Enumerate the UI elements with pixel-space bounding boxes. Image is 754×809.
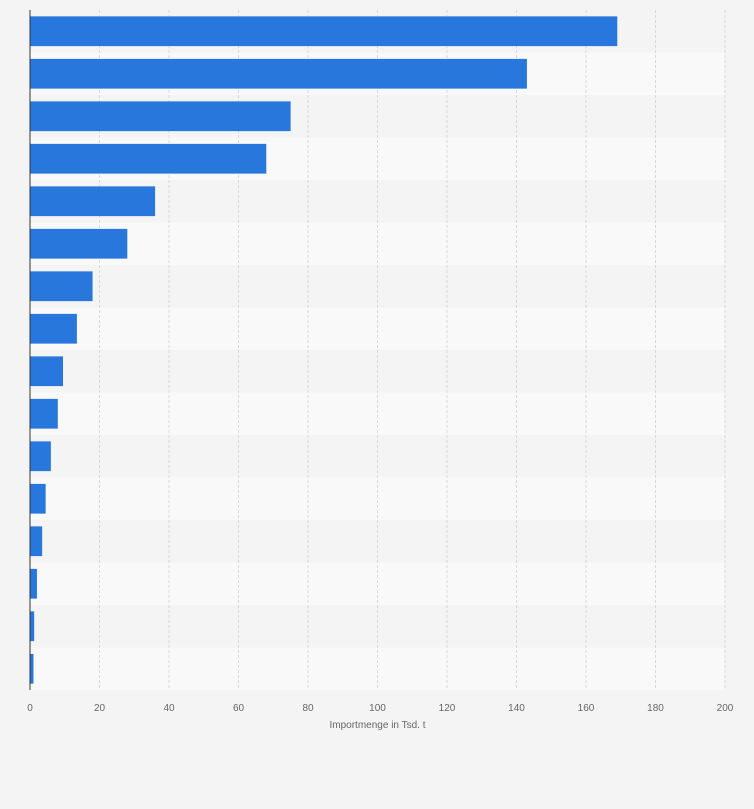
x-tick-label: 140 xyxy=(508,703,525,714)
bar[interactable] xyxy=(30,101,291,132)
bar[interactable] xyxy=(30,653,34,684)
bars xyxy=(30,16,618,684)
bar[interactable] xyxy=(30,143,267,174)
bar[interactable] xyxy=(30,356,64,387)
row-band xyxy=(30,307,725,350)
x-tick-label: 80 xyxy=(302,703,314,714)
x-tick-label: 160 xyxy=(578,703,595,714)
bar[interactable] xyxy=(30,526,43,557)
x-tick-label: 40 xyxy=(163,703,175,714)
bar[interactable] xyxy=(30,611,35,642)
row-band xyxy=(30,222,725,265)
bar[interactable] xyxy=(30,16,618,47)
row-band xyxy=(30,562,725,605)
bar[interactable] xyxy=(30,228,128,259)
bar[interactable] xyxy=(30,313,77,344)
x-tick-label: 200 xyxy=(717,703,734,714)
bar[interactable] xyxy=(30,58,527,89)
bar[interactable] xyxy=(30,398,58,429)
bar[interactable] xyxy=(30,186,156,217)
row-band xyxy=(30,392,725,435)
bar[interactable] xyxy=(30,441,51,472)
bar[interactable] xyxy=(30,568,37,599)
x-axis-ticks: 0 20 40 60 80 100 120 140 160 180 200 xyxy=(27,703,734,714)
row-band xyxy=(30,647,725,690)
row-band xyxy=(30,477,725,520)
bar[interactable] xyxy=(30,271,93,302)
x-tick-label: 120 xyxy=(439,703,456,714)
bar[interactable] xyxy=(30,483,46,514)
x-tick-label: 180 xyxy=(647,703,664,714)
x-axis-title: Importmenge in Tsd. t xyxy=(330,720,426,731)
x-tick-label: 0 xyxy=(27,703,33,714)
x-tick-label: 100 xyxy=(369,703,386,714)
x-tick-label: 20 xyxy=(94,703,106,714)
x-tick-label: 60 xyxy=(233,703,245,714)
grid-lines xyxy=(99,10,726,690)
